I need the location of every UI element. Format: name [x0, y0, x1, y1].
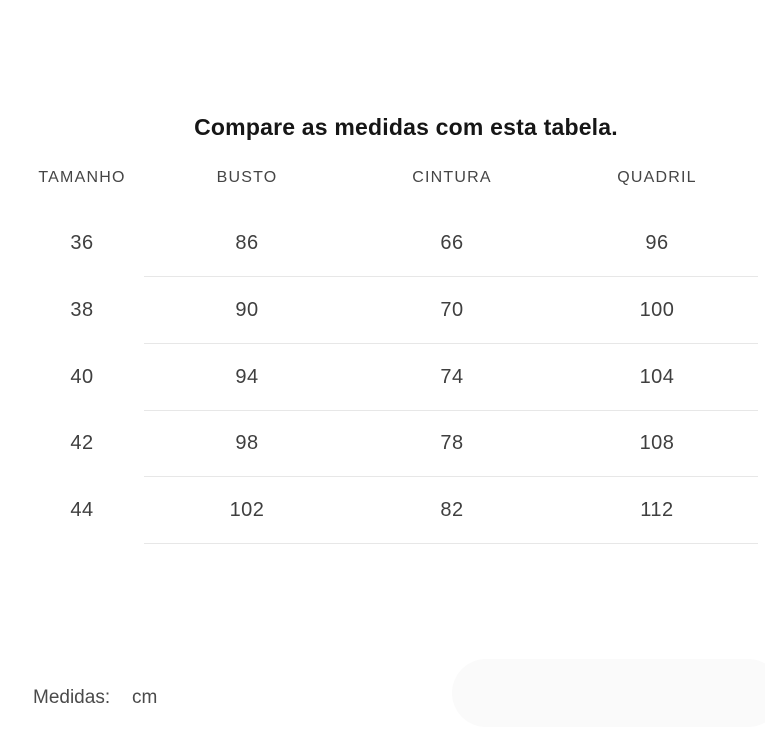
table-row: 40 94 74 104: [0, 344, 765, 410]
row-divider: [144, 476, 758, 477]
bust-value: 98: [235, 432, 259, 454]
waist-value: 74: [440, 366, 464, 388]
measures-label: Medidas:: [33, 687, 111, 708]
size-value: 44: [70, 499, 94, 521]
hip-value: 104: [639, 366, 675, 388]
hip-value: 108: [639, 432, 675, 454]
waist-value: 78: [440, 432, 464, 454]
page-title: Compare as medidas com esta tabela.: [194, 114, 618, 140]
bust-value: 94: [235, 366, 259, 388]
hip-value: 112: [640, 499, 674, 521]
waist-value: 82: [440, 499, 464, 521]
waist-value: 66: [440, 232, 464, 254]
bust-value: 102: [229, 499, 265, 521]
size-value: 40: [70, 366, 94, 388]
column-header-busto: BUSTO: [216, 169, 278, 186]
size-value: 38: [70, 299, 94, 321]
row-divider: [144, 343, 758, 344]
waist-value: 70: [440, 299, 464, 321]
column-header-quadril: QUADRIL: [617, 169, 697, 186]
background-highlight-pill: [452, 659, 765, 727]
table-row: 38 90 70 100: [0, 277, 765, 343]
column-header-cintura: CINTURA: [412, 169, 492, 186]
bust-value: 86: [235, 232, 259, 254]
table-row: 36 86 66 96: [0, 210, 765, 276]
bust-value: 90: [235, 299, 259, 321]
column-header-tamanho: TAMANHO: [38, 169, 126, 186]
table-header-row: TAMANHO BUSTO CINTURA QUADRIL: [0, 165, 765, 191]
table-row: 42 98 78 108: [0, 410, 765, 476]
row-divider: [144, 543, 758, 544]
hip-value: 96: [645, 232, 669, 254]
row-divider: [144, 276, 758, 277]
size-value: 42: [70, 432, 94, 454]
size-value: 36: [70, 232, 94, 254]
hip-value: 100: [639, 299, 675, 321]
measure-unit: cm: [132, 687, 158, 708]
row-divider: [144, 410, 758, 411]
table-row: 44 102 82 112: [0, 477, 765, 543]
